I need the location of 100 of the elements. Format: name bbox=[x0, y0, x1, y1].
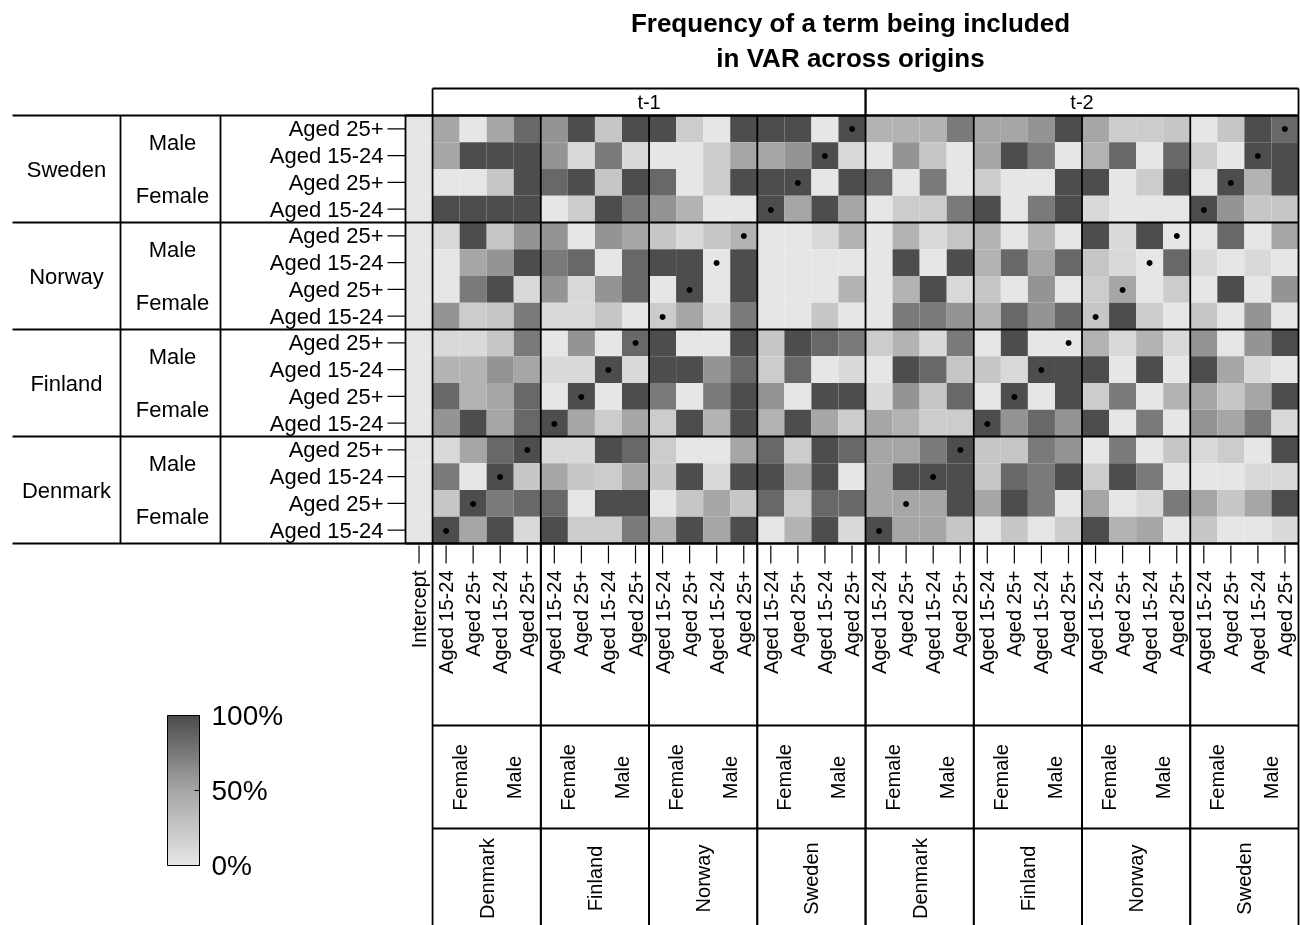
category-label: Aged 25+ bbox=[516, 570, 539, 657]
category-label: Aged 15-24 bbox=[269, 250, 384, 276]
category-label: Female bbox=[135, 290, 210, 316]
data-label: • bbox=[550, 410, 559, 436]
data-label: • bbox=[1118, 276, 1127, 302]
data-label: • bbox=[658, 303, 667, 329]
category-label: Aged 25+ bbox=[1273, 570, 1296, 657]
data-label: • bbox=[577, 383, 586, 409]
category-label: Aged 25+ bbox=[288, 223, 384, 249]
category-label: Aged 25+ bbox=[288, 276, 384, 302]
category-label: Aged 15-24 bbox=[1084, 570, 1107, 674]
data-label: • bbox=[1254, 143, 1262, 169]
category-label: Aged 25+ bbox=[288, 116, 384, 142]
data-label: • bbox=[685, 276, 694, 302]
data-label: • bbox=[1227, 169, 1235, 195]
category-label: Aged 25+ bbox=[1003, 570, 1026, 657]
data-label: • bbox=[1010, 383, 1019, 409]
category-label: Aged 25+ bbox=[624, 570, 647, 657]
data-label: • bbox=[442, 517, 450, 543]
category-label: Aged 15-24 bbox=[269, 357, 384, 383]
category-label: Male bbox=[935, 755, 958, 800]
category-label: Male bbox=[827, 755, 850, 800]
category-label: Aged 15-24 bbox=[269, 410, 384, 436]
category-label: Aged 25+ bbox=[1111, 570, 1134, 657]
category-label: Aged 15-24 bbox=[976, 570, 999, 674]
color-bar-label: 50% bbox=[211, 775, 268, 806]
data-label: • bbox=[794, 169, 802, 195]
category-label: Aged 15-24 bbox=[1192, 570, 1215, 674]
category-label: Aged 25+ bbox=[1165, 570, 1188, 657]
data-label: • bbox=[983, 410, 992, 436]
data-label: • bbox=[956, 437, 965, 463]
data-label: • bbox=[1091, 303, 1100, 329]
data-label: • bbox=[1064, 330, 1073, 356]
category-label: Aged 15-24 bbox=[759, 570, 782, 674]
category-label: Aged 25+ bbox=[288, 490, 384, 516]
category-label: Aged 15-24 bbox=[269, 143, 384, 169]
category-label: Aged 15-24 bbox=[269, 303, 384, 329]
category-label: Finland bbox=[583, 845, 606, 912]
category-label: Denmark bbox=[475, 837, 498, 920]
data-label: • bbox=[1145, 250, 1154, 276]
data-label: • bbox=[469, 490, 477, 516]
category-label: Aged 15-24 bbox=[269, 464, 384, 490]
category-label: Aged 25+ bbox=[462, 570, 485, 657]
category-label: Female bbox=[1206, 744, 1229, 811]
category-label: Male bbox=[719, 755, 742, 800]
category-label: Female bbox=[665, 744, 688, 811]
category-label: Sweden bbox=[26, 156, 107, 182]
category-label: Aged 15-24 bbox=[1138, 570, 1161, 674]
category-label: Female bbox=[135, 397, 210, 423]
category-label: Female bbox=[989, 744, 1012, 811]
data-label: • bbox=[604, 357, 613, 383]
category-label: Female bbox=[135, 183, 210, 209]
category-label: Aged 15-24 bbox=[922, 570, 945, 674]
category-label: Aged 15-24 bbox=[651, 570, 674, 674]
category-label: Aged 25+ bbox=[288, 383, 384, 409]
category-label: Female bbox=[1098, 744, 1121, 811]
category-label: Female bbox=[135, 504, 210, 530]
data-label: • bbox=[739, 223, 748, 249]
category-label: Aged 15-24 bbox=[1030, 570, 1053, 674]
category-label: Norway bbox=[29, 263, 104, 289]
category-label: Aged 25+ bbox=[786, 570, 809, 657]
category-label: Aged 25+ bbox=[841, 570, 863, 657]
data-label: • bbox=[875, 517, 883, 543]
category-label: Aged 25+ bbox=[678, 570, 701, 657]
category-label: Female bbox=[881, 744, 904, 811]
category-label: Intercept bbox=[408, 570, 431, 649]
category-label: Aged 15-24 bbox=[868, 570, 891, 674]
category-label: Male bbox=[148, 129, 197, 155]
category-label: Aged 15-24 bbox=[269, 196, 384, 222]
category-label: Male bbox=[610, 755, 633, 800]
category-label: Male bbox=[148, 343, 197, 369]
category-label: Male bbox=[502, 755, 525, 800]
category-label: Finland bbox=[30, 370, 103, 396]
category-label: Norway bbox=[692, 844, 715, 913]
category-label: Aged 25+ bbox=[732, 570, 755, 657]
data-label: • bbox=[929, 464, 938, 490]
category-label: Female bbox=[448, 744, 471, 811]
category-label: Aged 25+ bbox=[288, 169, 384, 195]
category-label: Finland bbox=[1016, 845, 1039, 912]
chart-title: Frequency of a term being included in VAR across origins bbox=[630, 7, 1071, 73]
category-label: t-2 bbox=[1070, 90, 1094, 113]
data-label: • bbox=[902, 490, 910, 516]
data-label: • bbox=[766, 196, 775, 222]
data-label: • bbox=[712, 250, 721, 276]
category-label: Male bbox=[1152, 755, 1175, 800]
category-label: Female bbox=[556, 744, 579, 811]
category-label: Male bbox=[1260, 755, 1283, 800]
category-label: Aged 15-24 bbox=[597, 570, 620, 674]
data-label: • bbox=[631, 330, 640, 356]
category-label: Aged 15-24 bbox=[705, 570, 728, 674]
category-label: Aged 25+ bbox=[288, 330, 384, 356]
data-label: • bbox=[523, 437, 532, 463]
category-label: Norway bbox=[1125, 844, 1148, 913]
category-label: Aged 15-24 bbox=[489, 570, 512, 674]
data-label: • bbox=[1037, 357, 1046, 383]
category-label: Aged 25+ bbox=[949, 570, 972, 657]
category-label: Aged 25+ bbox=[1057, 570, 1080, 657]
category-label: Aged 15-24 bbox=[1246, 570, 1269, 674]
category-label: Aged 25+ bbox=[1219, 570, 1242, 657]
category-label: Male bbox=[1043, 755, 1066, 800]
